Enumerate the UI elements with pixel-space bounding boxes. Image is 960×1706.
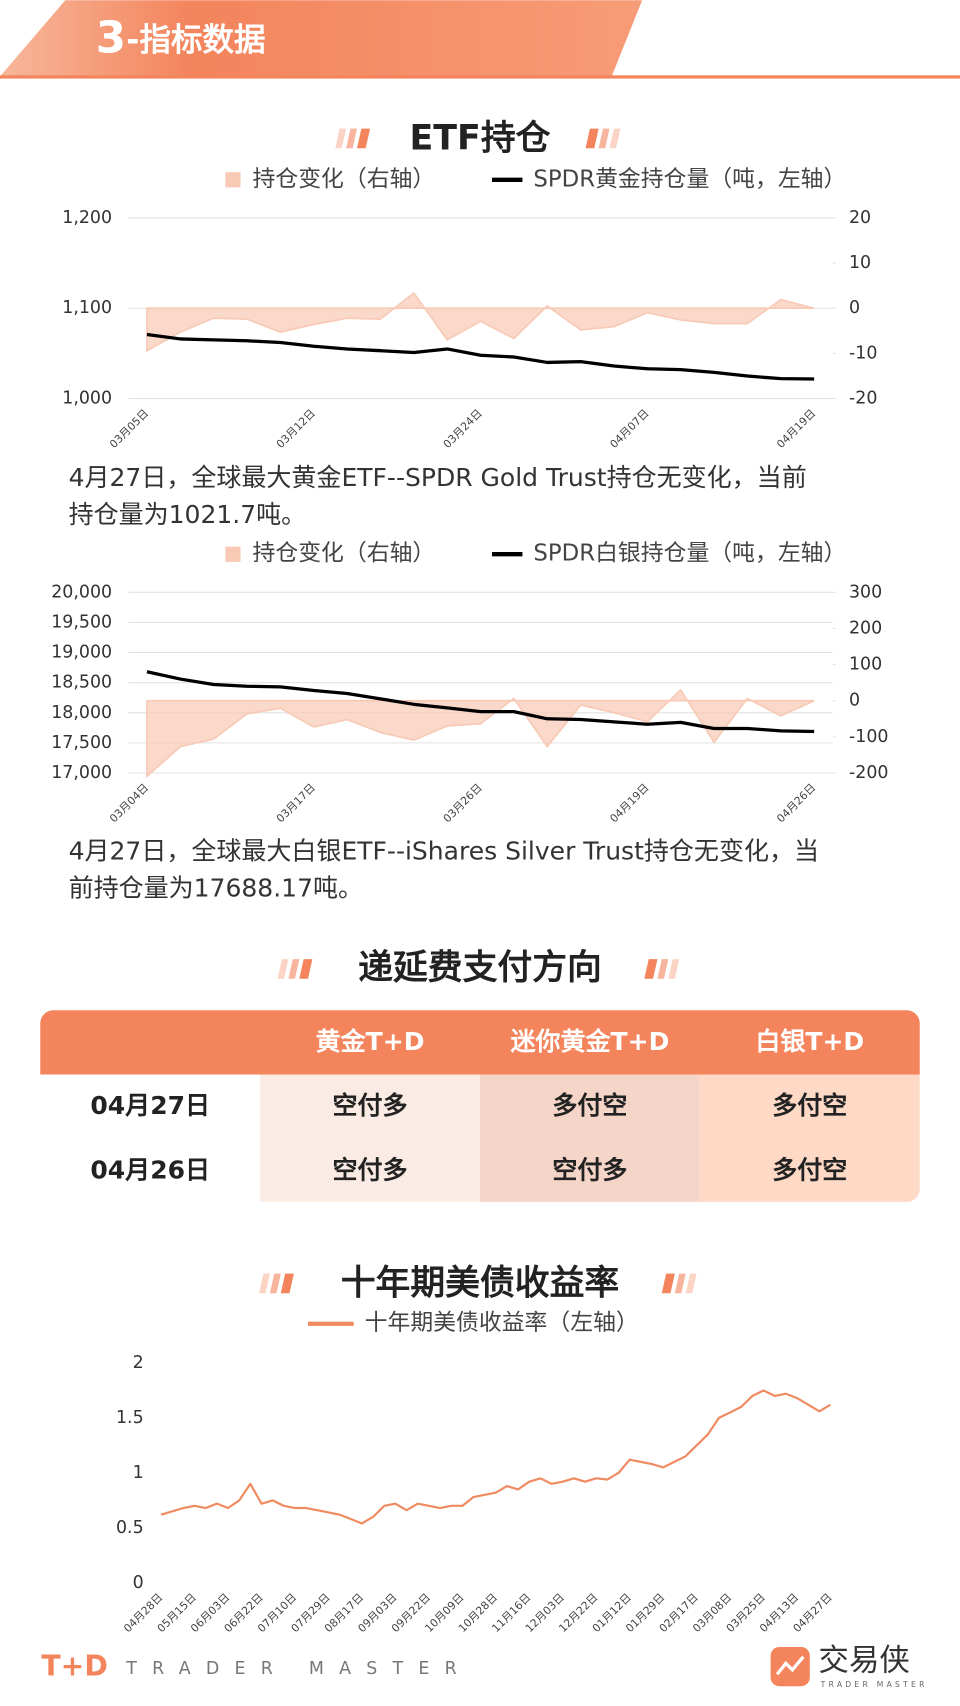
y-tick-label: 2 [133,1353,144,1373]
legend-label: 持仓变化（右轴） [253,166,436,192]
legend-label: SPDR黄金持仓量（吨，左轴） [533,166,846,192]
y-tick-label: 17,500 [51,733,112,753]
line [160,1389,832,1525]
x-tick-label: 04月07日 [607,407,651,451]
x-tick-label: 04月26日 [774,781,818,825]
y-tick-label: 0 [133,1573,144,1593]
section-title: 递延费支付方向 [358,948,602,988]
table-cell-bg [40,1074,261,1202]
title-decor [259,128,697,1294]
y2-tick-label: 0 [849,691,860,711]
y-tick-label: 0.5 [116,1518,144,1538]
y-tick-label: 1.5 [116,1408,144,1428]
table-cell: 多付空 [552,1091,627,1120]
area [146,291,815,353]
header-number: 3 [96,13,126,63]
y-tick-label: 1 [133,1463,144,1483]
table-cell: 空付多 [552,1155,627,1184]
section-title: 十年期美债收益率 [341,1264,620,1304]
x-tick-label: 03月24日 [441,407,485,451]
y-tick-label: 1,100 [62,298,112,318]
y-tick-label: 18,000 [51,703,112,723]
y2-tick-label: 300 [849,582,882,602]
y2-tick-label: 200 [849,618,882,638]
y-tick-label: 19,500 [51,612,112,632]
x-tick-label: 03月04日 [107,781,151,825]
y2-tick-label: 0 [849,298,860,318]
y-tick-label: 1,000 [62,389,112,409]
legend-label: 十年期美债收益率（左轴） [365,1310,639,1336]
y-tick-label: 1,200 [62,208,112,228]
legend-label: SPDR白银持仓量（吨，左轴） [533,541,846,567]
y-tick-label: 20,000 [51,582,112,602]
table-date: 04月27日 [90,1091,210,1120]
x-tick-label: 04月19日 [607,781,651,825]
y-tick-label: 17,000 [51,763,112,783]
note: 持仓量为1021.7吨。 [69,500,307,529]
y-tick-label: 19,000 [51,643,112,663]
footer-brand: T+D [41,1650,107,1683]
y2-tick-label: -10 [849,343,877,363]
y2-tick-label: -100 [849,727,889,747]
y2-tick-label: 100 [849,655,882,675]
header-title: -指标数据 [126,23,265,59]
table-cell-bg [260,1074,480,1202]
x-tick-label: 03月12日 [274,407,318,451]
header-banner [0,0,643,77]
legend-swatch [225,546,241,562]
header-rule [0,75,960,79]
table-date: 04月26日 [90,1155,210,1184]
table-cell: 多付空 [772,1091,847,1120]
legend-swatch [225,172,241,188]
table-header-bg [40,1010,920,1075]
table-header: 迷你黄金T+D [511,1027,670,1056]
line [146,332,815,381]
y2-tick-label: 20 [849,208,871,228]
x-tick-label: 04月19日 [774,407,818,451]
y2-tick-label: -20 [849,389,877,409]
table-header: 白银T+D [755,1027,864,1056]
line [146,670,815,734]
table-cell: 多付空 [772,1155,847,1184]
note: 4月27日，全球最大白银ETF--iShares Silver Trust持仓无… [69,836,819,865]
table [40,1010,920,1202]
y2-tick-label: -200 [849,763,889,783]
table-cell-bg [480,1074,700,1202]
x-tick-label: 03月17日 [274,781,318,825]
section-title: ETF持仓 [410,119,551,159]
table-cell-bg [699,1074,920,1202]
y2-tick-label: 10 [849,253,871,273]
footer-tagline: TRADER MASTER [125,1659,472,1679]
area [146,688,815,779]
legend-label: 持仓变化（右轴） [253,541,436,567]
footer-logo: 交易侠 [819,1644,910,1679]
note: 前持仓量为17688.17吨。 [69,873,363,902]
table-cell: 空付多 [333,1091,408,1120]
table-header: 黄金T+D [316,1027,425,1056]
y-tick-label: 18,500 [51,673,112,693]
x-tick-label: 03月26日 [441,781,485,825]
x-tick-label: 03月05日 [107,407,151,451]
logo-icon-mark [775,1655,805,1676]
table-cell: 空付多 [333,1155,408,1184]
footer-logo-sub: TRADER MASTER [820,1680,928,1689]
note: 4月27日，全球最大黄金ETF--SPDR Gold Trust持仓无变化，当前 [69,463,807,492]
